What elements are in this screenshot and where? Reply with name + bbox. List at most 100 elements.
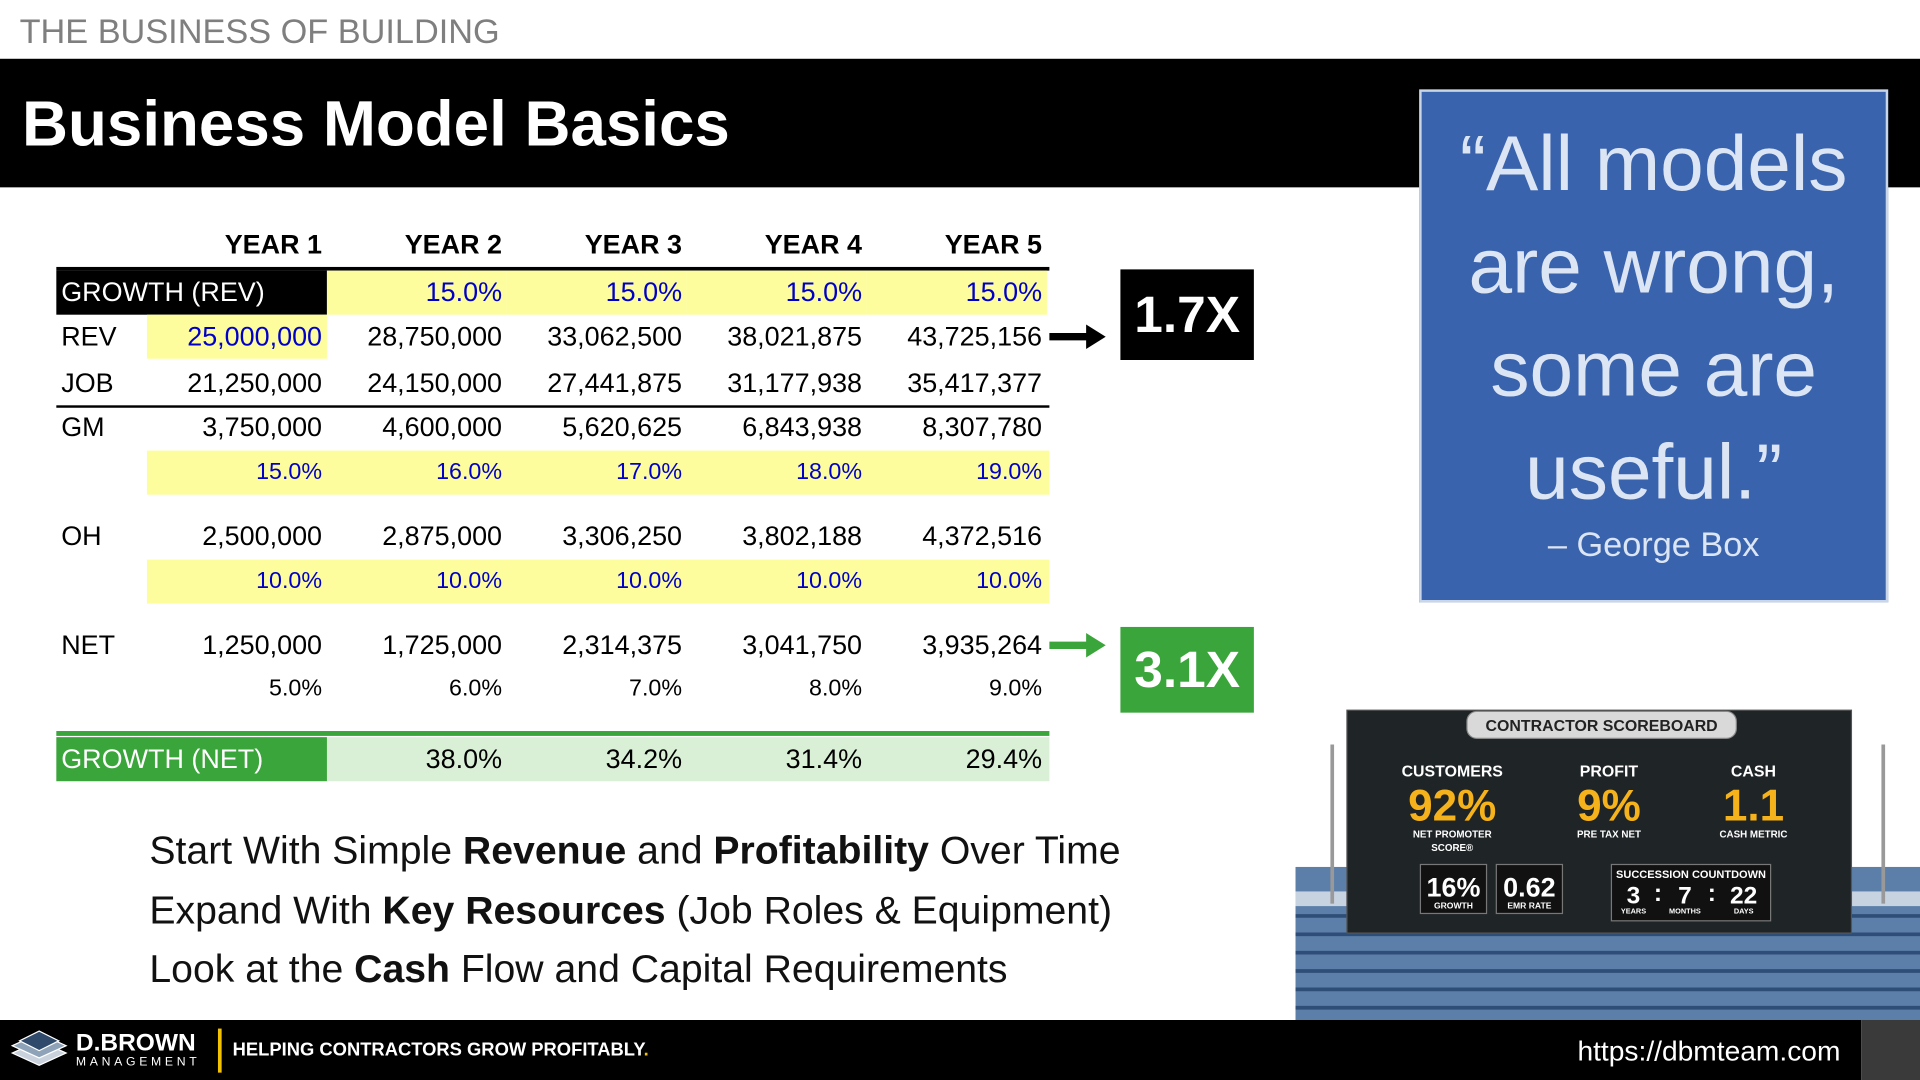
table-cell: 3,802,188 bbox=[742, 520, 863, 552]
countdown-value: 7 bbox=[1678, 883, 1692, 910]
table-cell: 15.0% bbox=[326, 270, 507, 315]
bullet-text: Flow and Capital Requirements bbox=[449, 946, 1008, 991]
divider bbox=[217, 1028, 222, 1073]
metric-value: 1.1 bbox=[1723, 781, 1784, 830]
brand: D.BROWN bbox=[75, 1029, 196, 1057]
table-cell: 18.0% bbox=[796, 459, 863, 485]
table-cell: 2,875,000 bbox=[382, 520, 503, 552]
rule bbox=[56, 405, 1050, 408]
table-cell: 5,620,625 bbox=[562, 411, 683, 443]
callout: 1.7X bbox=[1120, 269, 1254, 360]
table-cell: 15.0% bbox=[686, 270, 867, 315]
table-cell: 25,000,000 bbox=[146, 314, 327, 359]
table-cell: 3,750,000 bbox=[202, 411, 323, 443]
row-label: JOB bbox=[61, 367, 114, 398]
metric-value: 92% bbox=[1408, 781, 1496, 830]
table-cell: 15.0% bbox=[256, 459, 323, 485]
metric-caption: SCORE® bbox=[1431, 843, 1474, 854]
table-cell: 34.2% bbox=[605, 743, 683, 774]
table-cell: 27,441,875 bbox=[547, 367, 683, 398]
metric-caption: NET PROMOTER bbox=[1413, 830, 1492, 841]
bullet-text: Look at the bbox=[149, 946, 355, 991]
bullet-text: (Job Roles & Equipment) bbox=[665, 887, 1113, 932]
table-cell: 10.0% bbox=[436, 568, 503, 594]
table-cell: 1,250,000 bbox=[202, 629, 323, 660]
table-cell: 10.0% bbox=[616, 568, 683, 594]
table-cell: 43,725,156 bbox=[907, 320, 1043, 352]
table-cell: 17.0% bbox=[616, 459, 683, 485]
metric-heading: PROFIT bbox=[1580, 763, 1639, 780]
table-cell: 29.4% bbox=[965, 743, 1043, 774]
tagline-end: . bbox=[643, 1039, 649, 1061]
small-caption: EMR RATE bbox=[1507, 901, 1551, 911]
countdown-label: DAYS bbox=[1734, 906, 1754, 915]
row-label: GM bbox=[61, 411, 105, 443]
table-cell: 8,307,780 bbox=[922, 411, 1043, 443]
brand-sub: MANAGEMENT bbox=[75, 1055, 201, 1069]
column-header: YEAR 5 bbox=[944, 228, 1043, 260]
small-value: 16% bbox=[1427, 872, 1481, 902]
countdown-value: 22 bbox=[1730, 883, 1757, 910]
rule bbox=[56, 266, 1050, 271]
table-cell: 31,177,938 bbox=[727, 367, 863, 398]
table: YEAR 1 YEAR 2 YEAR 3 YEAR 4 YEAR 5 GROWTH (RE… bbox=[0, 0, 1102, 796]
metric-caption: CASH METRIC bbox=[1720, 830, 1788, 841]
footer-bar bbox=[0, 1020, 1862, 1080]
metric-heading: CUSTOMERS bbox=[1402, 763, 1503, 780]
table-cell: 2,500,000 bbox=[202, 520, 323, 552]
table-cell: 31.4% bbox=[785, 743, 863, 774]
row-label: OH bbox=[61, 520, 102, 552]
table-cell: 10.0% bbox=[256, 568, 323, 594]
footer-edge bbox=[1861, 1020, 1920, 1080]
table-cell: 6,843,938 bbox=[742, 411, 863, 443]
quote-line: “All models bbox=[1459, 118, 1848, 207]
small-caption: GROWTH bbox=[1434, 901, 1473, 911]
table-cell: 7.0% bbox=[629, 675, 683, 702]
table-cell: 15.0% bbox=[866, 270, 1047, 315]
countdown-separator: : bbox=[1654, 880, 1662, 907]
bullet-text: Cash bbox=[354, 946, 450, 991]
table-cell: 10.0% bbox=[796, 568, 863, 594]
table-cell: 3,935,264 bbox=[922, 629, 1043, 660]
table-cell: 19.0% bbox=[976, 459, 1043, 485]
table-cell: 4,600,000 bbox=[382, 411, 503, 443]
metric-caption: PRE TAX NET bbox=[1577, 830, 1641, 841]
table-cell: 28,750,000 bbox=[367, 320, 503, 352]
scoreboard-title: CONTRACTOR SCOREBOARD bbox=[1486, 718, 1718, 735]
bullet: Look at the Cash Flow and Capital Requir… bbox=[149, 947, 1007, 992]
bullet-text: Expand With bbox=[149, 887, 383, 932]
table-cell: 10.0% bbox=[976, 568, 1043, 594]
table-cell: 9.0% bbox=[989, 675, 1043, 702]
metric-value: 9% bbox=[1577, 781, 1641, 830]
countdown-label: MONTHS bbox=[1669, 906, 1701, 915]
row-band bbox=[326, 737, 1050, 782]
table-cell: 16.0% bbox=[436, 459, 503, 485]
table-cell: 15.0% bbox=[506, 270, 687, 315]
quote-attribution: – George Box bbox=[1547, 525, 1760, 564]
quote-line: useful.” bbox=[1525, 427, 1783, 516]
metric-heading: CASH bbox=[1731, 763, 1776, 780]
tagline-wrap: HELPING CONTRACTORS GROW PROFITABLY. bbox=[233, 1040, 649, 1061]
row-band bbox=[146, 559, 1050, 604]
quote-line: are wrong, bbox=[1468, 221, 1839, 310]
countdown-value: 3 bbox=[1627, 883, 1641, 910]
table-cell: 38.0% bbox=[425, 743, 503, 774]
small-value: 0.62 bbox=[1503, 872, 1555, 902]
table-cell: 35,417,377 bbox=[907, 367, 1043, 398]
table-cell: 3,041,750 bbox=[742, 629, 863, 660]
table-cell: 2,314,375 bbox=[562, 629, 683, 660]
countdown-label: YEARS bbox=[1621, 906, 1646, 915]
quote-box: “All models are wrong, some are useful.” – G… bbox=[1419, 89, 1889, 603]
row-label: GROWTH (REV) bbox=[56, 270, 327, 315]
callout: 3.1X bbox=[1120, 626, 1254, 713]
arrows bbox=[1049, 324, 1106, 658]
url: https://dbmteam.com bbox=[1577, 1034, 1841, 1067]
countdown-separator: : bbox=[1708, 880, 1716, 907]
column-header: YEAR 4 bbox=[764, 228, 863, 260]
table-cell: 4,372,516 bbox=[922, 520, 1043, 552]
row-label: GROWTH (NET) bbox=[56, 737, 327, 782]
logo bbox=[10, 1030, 68, 1066]
